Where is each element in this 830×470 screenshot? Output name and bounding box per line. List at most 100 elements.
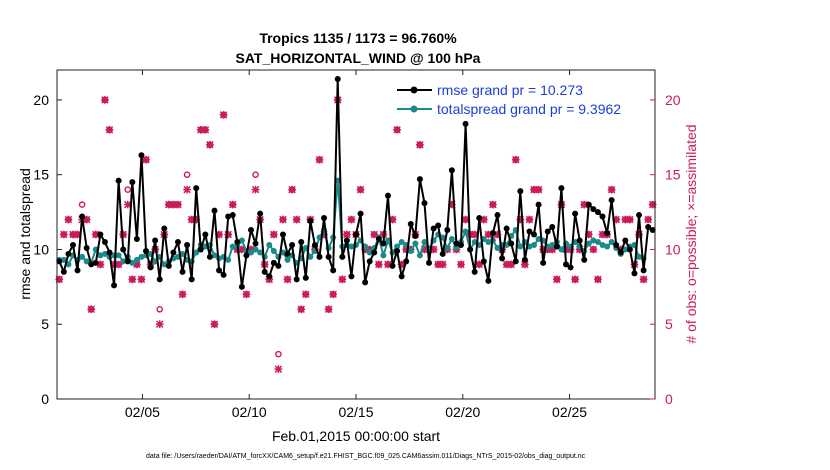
obs-possible-marker xyxy=(183,171,191,178)
rmse-point xyxy=(499,255,506,262)
obs-assimilated-marker xyxy=(283,275,292,284)
obs-assimilated-marker xyxy=(288,185,296,194)
y-tick-label-left: 0 xyxy=(41,391,49,407)
y-tick-label-right: 10 xyxy=(665,241,681,257)
spread-point xyxy=(398,238,405,245)
rmse-point xyxy=(321,215,328,222)
rmse-point xyxy=(193,185,200,192)
rmse-point xyxy=(184,241,191,248)
rmse-point xyxy=(74,267,81,274)
rmse-point xyxy=(106,249,113,256)
rmse-point xyxy=(403,258,410,265)
legend-spread-marker xyxy=(410,105,418,113)
spread-point xyxy=(485,238,492,245)
obs-possible-marker xyxy=(124,186,132,193)
chart-title-line1: Tropics 1135 / 1173 = 96.760% xyxy=(259,30,457,46)
rmse-point xyxy=(645,224,652,231)
rmse-point xyxy=(394,247,401,254)
rmse-point xyxy=(243,252,250,259)
obs-assimilated-marker xyxy=(210,320,219,329)
obs-assimilated-marker xyxy=(626,215,634,224)
rmse-point xyxy=(343,237,350,244)
rmse-point xyxy=(544,228,551,235)
rmse-point xyxy=(567,264,574,271)
rmse-point xyxy=(562,261,569,268)
spread-point xyxy=(252,246,259,253)
rmse-point xyxy=(462,120,469,127)
spread-point xyxy=(211,252,218,259)
rmse-point xyxy=(325,253,332,260)
obs-assimilated-marker xyxy=(553,275,561,284)
obs-assimilated-marker xyxy=(416,140,424,149)
rmse-point xyxy=(476,215,483,222)
spread-point xyxy=(97,252,104,259)
spread-point xyxy=(494,244,501,251)
obs-assimilated-marker xyxy=(315,155,324,164)
rmse-point xyxy=(444,227,451,234)
obs-assimilated-marker xyxy=(142,155,150,164)
obs-assimilated-marker xyxy=(356,185,365,194)
rmse-point xyxy=(138,152,145,159)
obs-assimilated-marker xyxy=(137,275,146,284)
spread-point xyxy=(531,241,538,248)
legend-rmse-marker xyxy=(410,86,418,94)
x-tick-label: 02/05 xyxy=(125,404,160,420)
obs-assimilated-marker xyxy=(639,275,648,284)
obs-assimilated-marker xyxy=(324,305,333,314)
obs-assimilated-marker xyxy=(123,200,132,209)
obs-assimilated-marker xyxy=(374,260,383,269)
spread-point xyxy=(535,235,542,242)
spread-point xyxy=(608,238,615,245)
obs-assimilated-marker xyxy=(224,230,233,239)
rmse-point xyxy=(590,206,597,213)
rmse-point xyxy=(517,188,524,195)
rmse-point xyxy=(115,177,122,184)
rmse-point xyxy=(206,253,213,260)
rmse-point xyxy=(334,75,341,82)
obs-assimilated-marker xyxy=(489,200,497,209)
rmse-point xyxy=(604,230,611,237)
chart-title-line2: SAT_HORIZONTAL_WIND @ 100 hPa xyxy=(236,50,481,66)
rmse-point xyxy=(229,212,236,219)
obs-assimilated-marker xyxy=(242,290,251,299)
rmse-point xyxy=(421,200,428,207)
y-tick-label-right: 0 xyxy=(665,391,673,407)
rmse-point xyxy=(88,261,95,268)
axis-ticks: 02/05 02/10 02/15 02/20 02/25 0 5 10 15 20 0 5 10 15 2… xyxy=(33,70,681,420)
rmse-point xyxy=(489,230,496,237)
y-tick-label-right: 15 xyxy=(665,167,681,183)
rmse-point xyxy=(170,249,177,256)
obs-assimilated-marker xyxy=(438,260,447,269)
rmse-point xyxy=(416,176,423,183)
rmse-point xyxy=(234,238,241,245)
line-series xyxy=(56,75,656,290)
spread-point xyxy=(101,250,108,257)
obs-assimilated-marker xyxy=(87,305,96,314)
rmse-point xyxy=(284,250,291,257)
rmse-point xyxy=(79,213,86,220)
rmse-point xyxy=(302,274,309,281)
rmse-point xyxy=(348,273,355,280)
rmse-point xyxy=(412,232,419,239)
spread-point xyxy=(622,246,629,253)
rmse-point xyxy=(174,238,181,245)
y-axis-label-left: rmse and totalspread xyxy=(17,168,33,300)
rmse-point xyxy=(457,241,464,248)
y-axis-label-right: # of obs: o=possible; ×=assimilated xyxy=(683,124,699,343)
spread-point xyxy=(238,237,245,244)
spread-point xyxy=(248,249,255,256)
rmse-point xyxy=(430,225,437,232)
spread-point xyxy=(416,252,423,259)
spread-point xyxy=(394,243,401,250)
rmse-point xyxy=(467,246,474,253)
rmse-point xyxy=(143,247,150,254)
obs-assimilated-marker xyxy=(393,125,401,134)
rmse-point xyxy=(553,243,560,250)
obs-assimilated-marker xyxy=(457,260,465,269)
spread-point xyxy=(366,249,373,256)
rmse-point xyxy=(407,221,414,228)
rmse-point xyxy=(220,271,227,278)
obs-assimilated-marker xyxy=(511,155,520,164)
obs-assimilated-marker xyxy=(297,305,306,314)
rmse-point xyxy=(316,253,323,260)
